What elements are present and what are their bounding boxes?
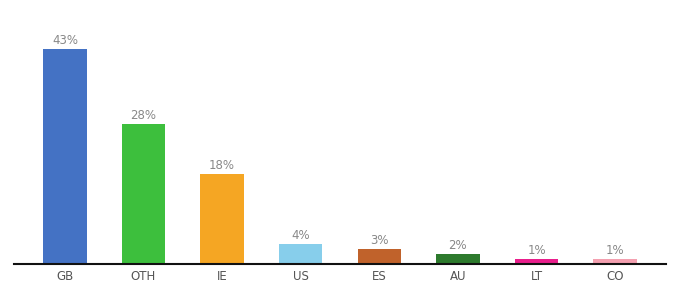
Text: 4%: 4% bbox=[292, 229, 310, 242]
Text: 18%: 18% bbox=[209, 159, 235, 172]
Text: 1%: 1% bbox=[527, 244, 546, 257]
Bar bbox=[122, 124, 165, 264]
Text: 28%: 28% bbox=[131, 109, 156, 122]
Bar bbox=[358, 249, 401, 264]
Bar bbox=[279, 244, 322, 264]
Text: 2%: 2% bbox=[449, 239, 467, 252]
Text: 43%: 43% bbox=[52, 34, 78, 47]
Text: 3%: 3% bbox=[370, 234, 388, 247]
Bar bbox=[201, 174, 243, 264]
Bar bbox=[44, 49, 86, 264]
Bar bbox=[437, 254, 479, 264]
Text: 1%: 1% bbox=[606, 244, 624, 257]
Bar bbox=[515, 259, 558, 264]
Bar bbox=[594, 259, 636, 264]
